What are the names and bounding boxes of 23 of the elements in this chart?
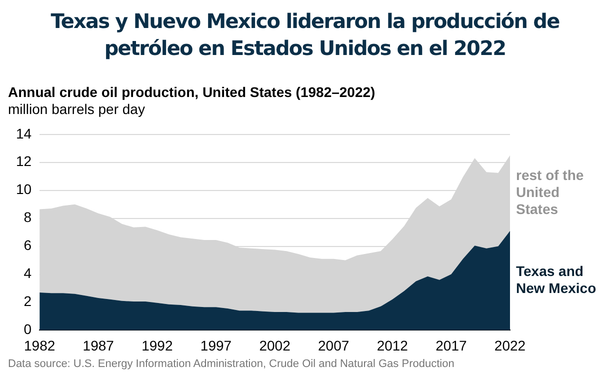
x-tick-label: 1997 — [200, 337, 232, 354]
chart-title: Texas y Nuevo Mexico lideraron la producción de petróleo en Estados Unidos en el 2022 — [50, 8, 560, 62]
x-tick-label: 1992 — [142, 337, 173, 354]
x-tick-label: 2007 — [318, 337, 350, 354]
x-tick-label: 2022 — [494, 337, 526, 354]
y-tick-label: 0 — [24, 321, 32, 338]
series-label: rest of the United States — [516, 167, 584, 217]
x-tick-label: 2012 — [376, 337, 408, 354]
x-tick-label: 2017 — [436, 337, 467, 354]
chart-subtitle: Annual crude oil production, United States (1982–2022) — [8, 84, 376, 101]
y-tick-label: 8 — [24, 209, 32, 226]
x-tick-label: 1982 — [24, 337, 56, 354]
y-tick-label: 14 — [16, 125, 32, 142]
y-tick-label: 4 — [24, 265, 32, 282]
x-tick-label: 2002 — [259, 337, 291, 354]
x-tick-label: 1987 — [82, 337, 114, 354]
y-tick-label: 2 — [24, 293, 32, 310]
y-tick-label: 10 — [16, 181, 32, 198]
y-tick-label: 6 — [24, 237, 32, 254]
source-note: Data source: U.S. Energy Information Administration, Crude Oil and Natural Gas Production — [8, 358, 456, 371]
series-label: Texas and New Mexico — [516, 262, 596, 296]
y-tick-label: 12 — [16, 153, 32, 170]
y-axis-title: million barrels per day — [8, 101, 146, 118]
